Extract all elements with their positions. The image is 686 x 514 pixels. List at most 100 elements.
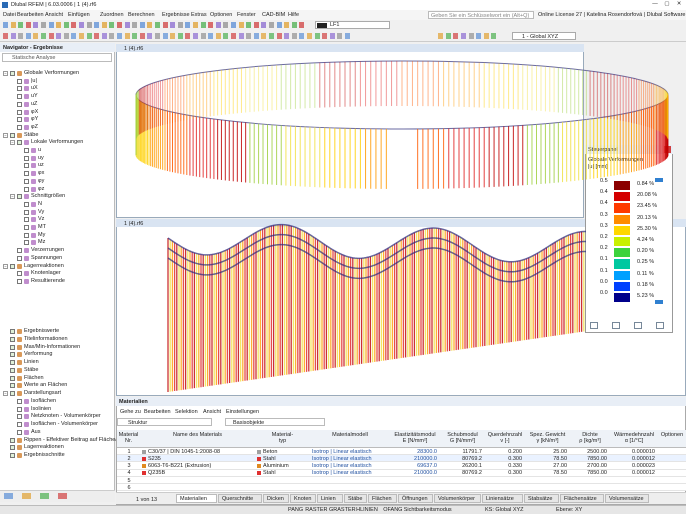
toolbar-icon[interactable] bbox=[299, 22, 305, 28]
table-tab-label[interactable]: Querschnitte bbox=[222, 496, 254, 502]
toolbar-icon[interactable] bbox=[491, 33, 497, 39]
cs-combo[interactable] bbox=[512, 32, 576, 40]
table-row[interactable] bbox=[117, 484, 686, 492]
tree-checkbox[interactable] bbox=[17, 101, 22, 107]
toolbar-icon[interactable] bbox=[468, 33, 474, 39]
toolbar-icon[interactable] bbox=[63, 33, 69, 39]
toolbar-icon[interactable] bbox=[56, 22, 62, 28]
toolbar-icon[interactable] bbox=[307, 33, 312, 39]
tree-label[interactable]: φz bbox=[38, 185, 45, 192]
materials-menu-item[interactable]: Ansicht bbox=[203, 409, 222, 415]
tree-label[interactable]: uz bbox=[38, 162, 44, 169]
tree-label[interactable]: Ergebniswerte bbox=[24, 328, 60, 334]
toolbar-icon[interactable] bbox=[185, 33, 191, 39]
table-tab-label[interactable]: Volumensätze bbox=[609, 496, 644, 502]
toolbar-icon[interactable] bbox=[101, 33, 107, 39]
tree-checkbox[interactable] bbox=[10, 367, 15, 373]
structure-combo-text[interactable]: Struktur bbox=[128, 419, 148, 426]
tree-expander[interactable]: − bbox=[3, 263, 8, 269]
tree-label[interactable]: Isolinien bbox=[31, 405, 52, 412]
tree-checkbox[interactable] bbox=[10, 344, 15, 350]
toolbar-icon[interactable] bbox=[33, 33, 39, 39]
table-tab[interactable] bbox=[398, 494, 433, 503]
toolbar-icon[interactable] bbox=[476, 33, 482, 39]
toolbar-icon[interactable] bbox=[208, 33, 214, 39]
tree-label[interactable]: φX bbox=[31, 108, 39, 115]
table-tab-label[interactable]: Knoten bbox=[294, 496, 312, 502]
tree-label[interactable]: Schnittgrößen bbox=[31, 193, 66, 200]
table-tab[interactable] bbox=[605, 494, 649, 503]
materials-menu-item[interactable]: Gehe zu bbox=[120, 409, 141, 415]
nav-tab-icon[interactable] bbox=[58, 493, 67, 499]
tree-label[interactable]: Ergebnisschnitte bbox=[24, 452, 65, 458]
legend-slider[interactable] bbox=[655, 300, 663, 304]
toolbar-icon[interactable] bbox=[253, 22, 259, 28]
search-placeholder[interactable]: Geben Sie ein Schlüsselwort ein (Alt+Q) bbox=[431, 12, 530, 19]
status-mode[interactable]: OFANG bbox=[383, 507, 403, 513]
table-tab[interactable] bbox=[560, 494, 604, 503]
toolbar-icon[interactable] bbox=[86, 33, 92, 39]
tree-checkbox[interactable] bbox=[24, 217, 29, 223]
tree-label[interactable]: Spannungen bbox=[31, 254, 63, 261]
tree-checkbox[interactable] bbox=[24, 225, 29, 230]
table-row[interactable] bbox=[117, 462, 686, 470]
table-tab-label[interactable]: Flächensätze bbox=[564, 496, 597, 502]
tree-label[interactable]: Verformung bbox=[24, 351, 53, 358]
load-case-combo[interactable] bbox=[315, 21, 390, 29]
toolbar-icon[interactable] bbox=[56, 33, 62, 39]
toolbar-icon[interactable] bbox=[238, 22, 244, 28]
toolbar-icon[interactable] bbox=[147, 22, 153, 28]
toolbar-icon[interactable] bbox=[314, 33, 320, 39]
toolbar-icon[interactable] bbox=[10, 33, 16, 39]
tree-label[interactable]: |u| bbox=[31, 77, 37, 84]
filter-combo-text[interactable]: Basisobjekte bbox=[233, 419, 265, 426]
toolbar-icon[interactable] bbox=[147, 33, 153, 39]
tree-checkbox[interactable] bbox=[17, 398, 22, 404]
tree-checkbox[interactable] bbox=[17, 78, 22, 84]
toolbar-icon[interactable] bbox=[48, 33, 54, 39]
tree-label[interactable]: Titelinformationen bbox=[24, 335, 68, 342]
panel-icon[interactable] bbox=[656, 322, 664, 329]
toolbar-icon[interactable] bbox=[231, 22, 236, 28]
toolbar-icon[interactable] bbox=[25, 33, 31, 39]
toolbar-icon[interactable] bbox=[246, 33, 252, 39]
tree-label[interactable]: uZ bbox=[31, 100, 38, 107]
toolbar-icon[interactable] bbox=[170, 22, 176, 28]
menu-item[interactable]: Berechnen bbox=[128, 12, 155, 18]
panel-icon[interactable] bbox=[612, 322, 620, 329]
toolbar-icon[interactable] bbox=[18, 22, 24, 28]
tree-checkbox[interactable] bbox=[17, 94, 22, 100]
tree-checkbox[interactable] bbox=[10, 336, 15, 342]
tree-checkbox[interactable] bbox=[17, 429, 22, 435]
toolbar-icon[interactable] bbox=[284, 22, 290, 28]
structure-combo[interactable] bbox=[117, 418, 212, 426]
table-tab-label[interactable]: Stabsätze bbox=[528, 496, 553, 502]
tree-label[interactable]: uy bbox=[38, 154, 44, 161]
tree-checkbox[interactable] bbox=[10, 71, 15, 76]
toolbar-icon[interactable] bbox=[200, 22, 206, 28]
toolbar-icon[interactable] bbox=[109, 33, 115, 39]
toolbar-icon[interactable] bbox=[124, 22, 130, 28]
window-button[interactable]: ✕ bbox=[676, 1, 682, 7]
tree-label[interactable]: Lagerreaktionen bbox=[24, 444, 64, 451]
toolbar-icon[interactable] bbox=[253, 33, 259, 39]
tree-expander[interactable]: − bbox=[10, 140, 15, 146]
toolbar-icon[interactable] bbox=[238, 33, 244, 39]
table-tab[interactable] bbox=[344, 494, 367, 503]
tree-label[interactable]: Isoflächen bbox=[31, 397, 57, 404]
nav-tab-icon[interactable] bbox=[40, 493, 49, 499]
tree-label[interactable]: Linien bbox=[24, 359, 39, 365]
nav-tab-icon[interactable] bbox=[22, 493, 31, 499]
tree-label[interactable]: Mz bbox=[38, 239, 46, 246]
table-tab-label[interactable]: Materialien bbox=[180, 496, 207, 502]
tree-label[interactable]: Stäbe bbox=[24, 131, 39, 138]
table-row[interactable] bbox=[117, 455, 686, 463]
nav-tab-icon[interactable] bbox=[4, 493, 13, 499]
tree-checkbox[interactable] bbox=[10, 383, 15, 389]
toolbar-icon[interactable] bbox=[117, 22, 122, 28]
toolbar-icon[interactable] bbox=[445, 33, 451, 39]
analysis-combo[interactable] bbox=[2, 53, 112, 62]
toolbar-icon[interactable] bbox=[329, 33, 335, 39]
table-tab[interactable] bbox=[368, 494, 397, 503]
tree-checkbox[interactable] bbox=[24, 186, 29, 192]
